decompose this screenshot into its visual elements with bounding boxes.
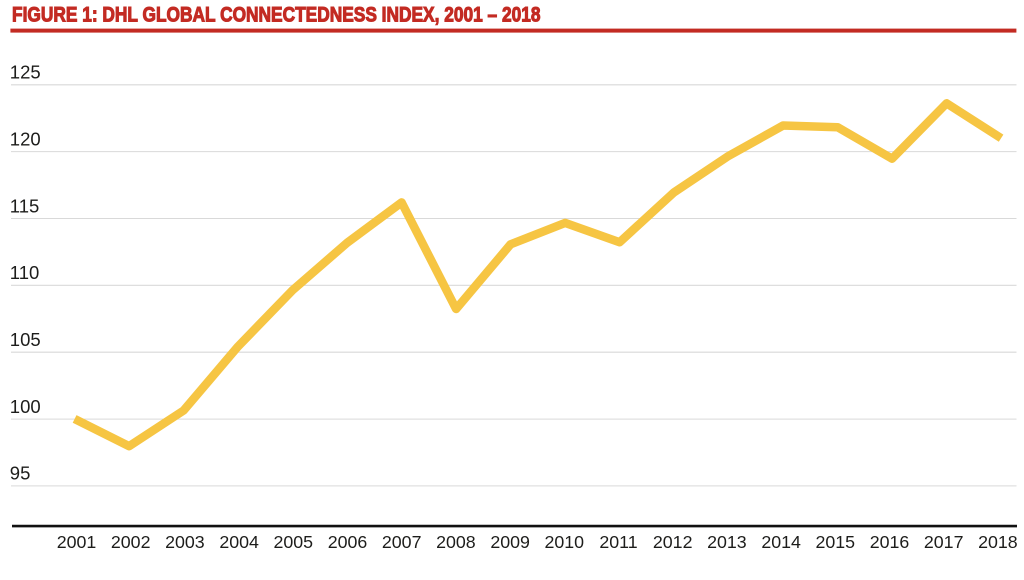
svg-text:2006: 2006 [328,532,368,552]
svg-text:100: 100 [10,396,41,417]
svg-text:2007: 2007 [382,532,422,552]
svg-text:2005: 2005 [274,532,314,552]
svg-text:2014: 2014 [761,532,801,552]
svg-text:2009: 2009 [490,532,530,552]
svg-text:2018: 2018 [978,532,1018,552]
svg-text:2016: 2016 [870,532,910,552]
svg-text:2001: 2001 [57,532,97,552]
svg-text:2017: 2017 [924,532,964,552]
svg-text:110: 110 [10,262,40,283]
svg-text:FIGURE 1: DHL GLOBAL CONNECTED: FIGURE 1: DHL GLOBAL CONNECTEDNESS INDEX… [12,2,541,26]
svg-text:2013: 2013 [707,532,747,552]
svg-text:115: 115 [10,195,40,216]
svg-text:95: 95 [10,463,31,484]
svg-text:2002: 2002 [111,532,151,552]
svg-text:120: 120 [10,128,41,149]
svg-text:2011: 2011 [599,532,637,552]
svg-text:2008: 2008 [436,532,476,552]
svg-text:125: 125 [10,62,41,83]
svg-text:2015: 2015 [816,532,856,552]
svg-text:2004: 2004 [219,532,259,552]
svg-text:2012: 2012 [653,532,693,552]
svg-text:2003: 2003 [165,532,205,552]
svg-text:2010: 2010 [545,532,585,552]
svg-text:105: 105 [10,329,41,350]
